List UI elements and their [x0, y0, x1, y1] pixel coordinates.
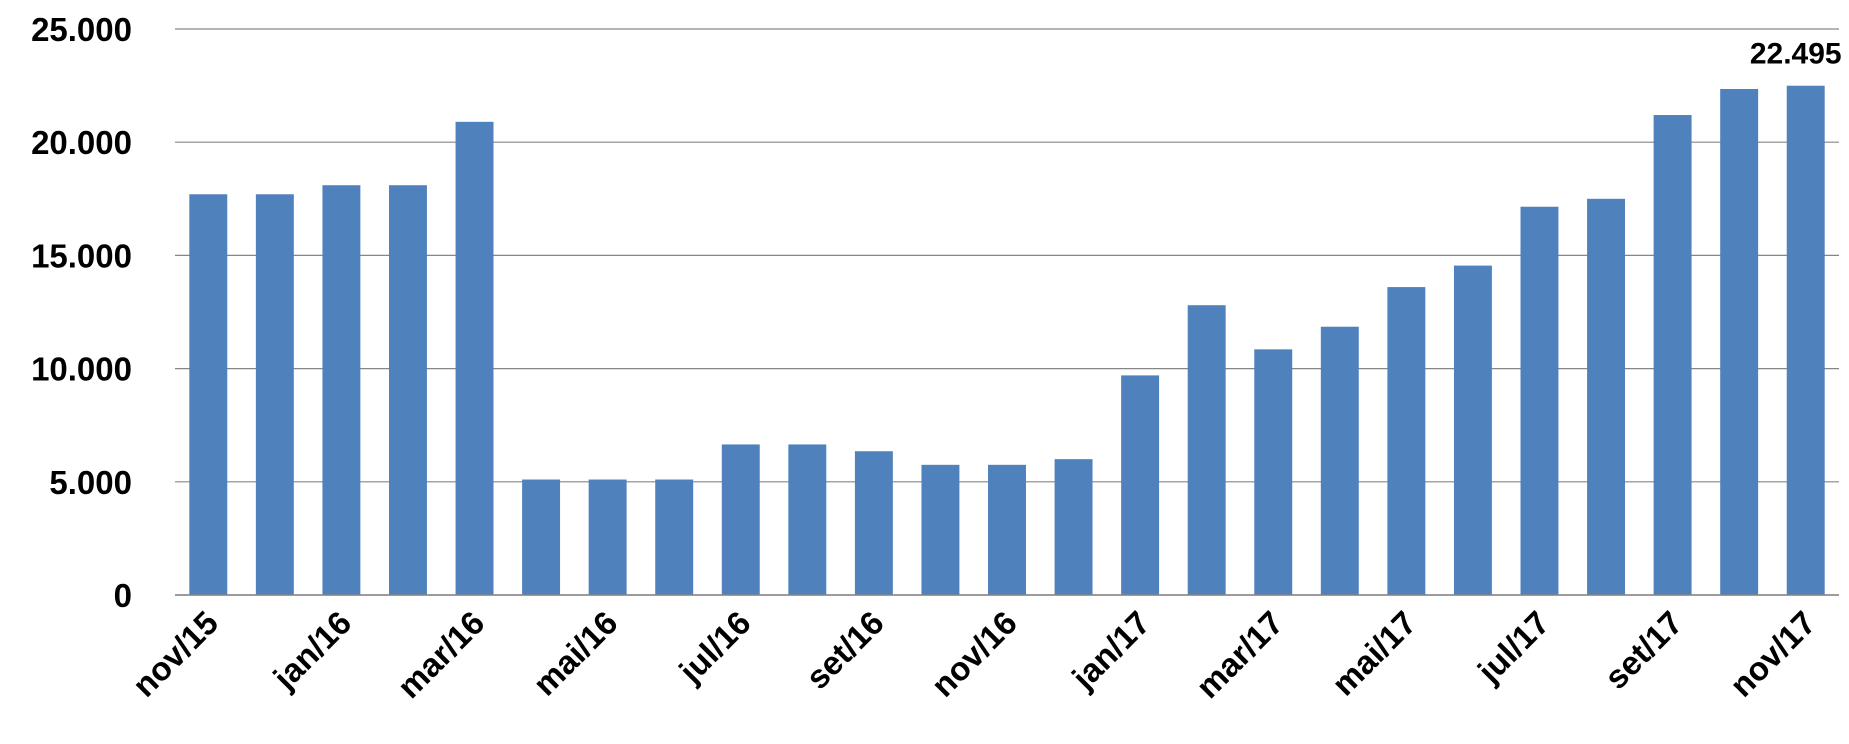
bar	[721, 444, 760, 595]
bar	[455, 121, 494, 595]
y-tick-label: 25.000	[31, 11, 132, 48]
bar	[1720, 88, 1759, 595]
y-tick-label: 10.000	[31, 351, 132, 388]
y-tick-label: 20.000	[31, 124, 132, 161]
bar	[655, 479, 694, 595]
bar	[1054, 459, 1093, 595]
bar	[1520, 206, 1559, 595]
bar	[522, 479, 561, 595]
x-tick-label: set/16	[798, 604, 890, 696]
bar	[854, 451, 893, 595]
bar	[1786, 85, 1825, 596]
x-tick-label: nov/15	[125, 604, 225, 704]
x-tick-label: set/17	[1597, 604, 1689, 696]
bar	[189, 194, 228, 595]
y-tick-label: 0	[114, 577, 132, 614]
bar	[1121, 375, 1160, 595]
x-tick-label: jul/16	[671, 604, 758, 691]
x-tick-label: nov/17	[1723, 604, 1823, 704]
data-label: 22.495	[1750, 38, 1842, 71]
bar	[588, 479, 627, 595]
x-tick-label: mar/17	[1189, 604, 1290, 705]
bar	[1453, 265, 1492, 595]
x-tick-label: mar/16	[390, 604, 491, 705]
x-tick-label: jan/16	[265, 604, 358, 697]
bar	[1653, 115, 1692, 596]
bar	[322, 185, 361, 595]
bar	[1587, 198, 1626, 596]
bar	[1387, 287, 1426, 595]
bar	[788, 444, 827, 595]
y-tick-label: 5.000	[49, 464, 132, 501]
bar	[988, 464, 1026, 595]
x-tick-label: mai/17	[1324, 604, 1423, 703]
x-tick-label: jul/17	[1470, 604, 1557, 691]
x-tick-label: nov/16	[924, 604, 1024, 704]
bar	[255, 194, 294, 595]
x-tick-label: jan/17	[1064, 604, 1157, 697]
bar	[1187, 305, 1226, 595]
bar	[1320, 326, 1359, 595]
bar	[1254, 349, 1293, 595]
y-tick-label: 15.000	[31, 237, 132, 274]
bar	[921, 464, 960, 595]
x-tick-label: mai/16	[526, 604, 625, 703]
bar	[388, 185, 427, 595]
